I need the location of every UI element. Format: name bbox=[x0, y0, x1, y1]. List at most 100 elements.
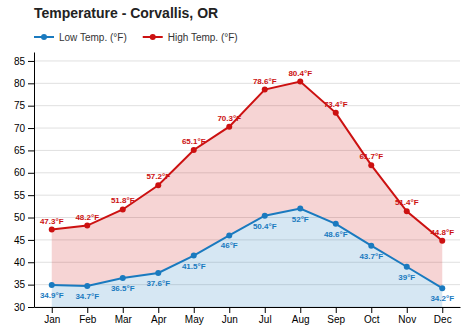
point bbox=[333, 221, 339, 227]
tick-label: 65 bbox=[14, 145, 26, 156]
tick-mark bbox=[28, 61, 34, 62]
point bbox=[404, 208, 410, 214]
y-axis: 30 35 40 45 50 55 60 65 70 75 80 85 bbox=[14, 53, 35, 313]
tick: Jan bbox=[44, 307, 60, 325]
grid bbox=[34, 61, 460, 307]
tick-mark bbox=[442, 307, 443, 313]
tick-mark bbox=[28, 195, 34, 196]
tick-label: 80 bbox=[14, 78, 26, 89]
tick: 75 bbox=[14, 100, 34, 111]
plot-area bbox=[49, 79, 446, 307]
point bbox=[226, 232, 232, 238]
data-label: 34.7°F bbox=[75, 292, 99, 301]
tick-label: 60 bbox=[14, 167, 26, 178]
tick-label: 45 bbox=[14, 235, 26, 246]
tick: 60 bbox=[14, 167, 34, 178]
legend-item: Low Temp. (°F) bbox=[34, 32, 127, 43]
data-label: 37.6°F bbox=[146, 279, 170, 288]
tick: May bbox=[185, 307, 204, 325]
tick: Sep bbox=[327, 307, 345, 325]
point bbox=[49, 227, 55, 233]
tick-label: Feb bbox=[79, 314, 97, 325]
data-label: 73.4°F bbox=[324, 100, 348, 109]
axis-line bbox=[35, 307, 461, 308]
tick-mark bbox=[265, 307, 266, 313]
tick-label: 50 bbox=[14, 212, 26, 223]
legend-symbol bbox=[41, 34, 47, 40]
title: Temperature - Corvallis, OR bbox=[34, 5, 218, 21]
tick-mark bbox=[123, 307, 124, 313]
tick: 80 bbox=[14, 78, 34, 89]
point bbox=[120, 275, 126, 281]
point bbox=[155, 182, 161, 188]
point bbox=[404, 264, 410, 270]
x-axis: Jan Feb Mar Apr May Jun Jul Aug Sep Oct Nov Dec bbox=[35, 307, 461, 325]
data-label: 50.4°F bbox=[253, 222, 277, 231]
point bbox=[439, 285, 445, 291]
tick-mark bbox=[407, 307, 408, 313]
data-label: 34.9°F bbox=[40, 291, 64, 300]
data-label: 34.2°F bbox=[430, 294, 454, 303]
tick: Mar bbox=[115, 307, 133, 325]
data-label: 78.6°F bbox=[253, 77, 277, 86]
tick-mark bbox=[28, 83, 34, 84]
tick-mark bbox=[52, 307, 53, 313]
tick-mark bbox=[28, 285, 34, 286]
data-label: 80.4°F bbox=[288, 69, 312, 78]
tick: Jun bbox=[222, 307, 238, 325]
tick-label: Oct bbox=[364, 314, 380, 325]
tick-label: 55 bbox=[14, 190, 26, 201]
tick-mark bbox=[300, 307, 301, 313]
point bbox=[368, 243, 374, 249]
grid-line bbox=[34, 83, 460, 84]
tick: Jul bbox=[259, 307, 272, 325]
tick-label: Dec bbox=[434, 314, 452, 325]
data-labels: 34.9°F34.7°F36.5°F37.6°F41.5°F46°F50.4°F… bbox=[40, 215, 454, 304]
data-label: 46°F bbox=[221, 241, 238, 250]
data-label: 70.3°F bbox=[217, 114, 241, 123]
tick: 50 bbox=[14, 212, 34, 223]
point bbox=[49, 282, 55, 288]
data-label: 57.2°F bbox=[146, 172, 170, 181]
grid-line bbox=[34, 60, 460, 61]
tick: 70 bbox=[14, 123, 34, 134]
data-label: 39°F bbox=[398, 273, 415, 282]
tick: Oct bbox=[364, 307, 380, 325]
point bbox=[84, 283, 90, 289]
tick: 30 bbox=[14, 302, 34, 313]
point bbox=[120, 206, 126, 212]
tick-mark bbox=[28, 307, 34, 308]
tick: 65 bbox=[14, 145, 34, 156]
tick-label: Sep bbox=[327, 314, 345, 325]
tick-label: Mar bbox=[115, 314, 133, 325]
tick-mark bbox=[28, 150, 34, 151]
data-label: 51.8°F bbox=[111, 196, 135, 205]
tick-label: 85 bbox=[14, 56, 26, 67]
tick-mark bbox=[28, 218, 34, 219]
chart: 303540455055606570758085JanFebMarAprMayJ… bbox=[0, 0, 474, 331]
tick-mark bbox=[371, 307, 372, 313]
tick-mark bbox=[229, 307, 230, 313]
data-label: 43.7°F bbox=[359, 252, 383, 261]
markers bbox=[49, 206, 446, 292]
legend-item: High Temp. (°F) bbox=[143, 32, 238, 43]
tick: 40 bbox=[14, 257, 34, 268]
tick: Nov bbox=[398, 307, 416, 325]
legend: Low Temp. (°F) High Temp. (°F) bbox=[34, 32, 238, 43]
tick-label: 75 bbox=[14, 100, 26, 111]
point bbox=[191, 147, 197, 153]
tick-label: Aug bbox=[292, 314, 310, 325]
tick-mark bbox=[336, 307, 337, 313]
tick: 55 bbox=[14, 190, 34, 201]
tick-mark bbox=[158, 307, 159, 313]
tick-mark bbox=[194, 307, 195, 313]
point bbox=[368, 162, 374, 168]
tick-mark bbox=[28, 106, 34, 107]
point bbox=[226, 124, 232, 130]
data-label: 61.7°F bbox=[359, 152, 383, 161]
tick: Apr bbox=[151, 307, 167, 325]
legend-label: Low Temp. (°F) bbox=[59, 32, 127, 43]
point bbox=[333, 110, 339, 116]
tick: 35 bbox=[14, 279, 34, 290]
tick-label: Apr bbox=[151, 314, 167, 325]
